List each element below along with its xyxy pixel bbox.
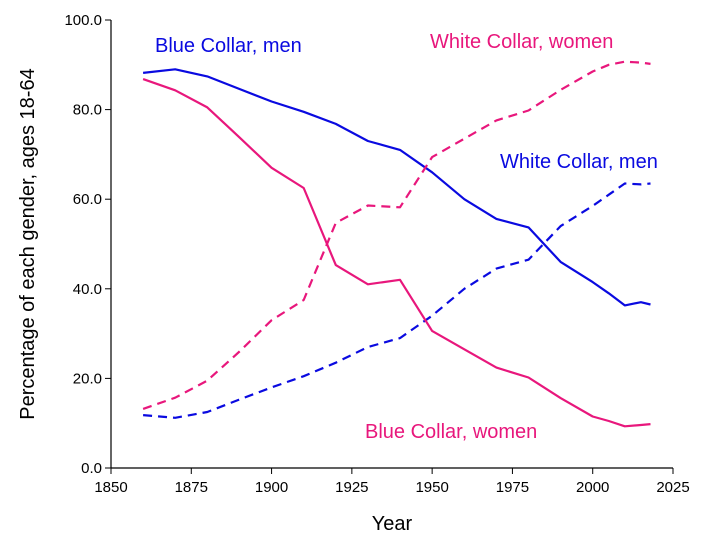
y-tick-label: 60.0 <box>73 191 102 208</box>
x-tick-label: 2000 <box>576 479 609 496</box>
y-tick-label: 80.0 <box>73 102 102 119</box>
y-axis-title: Percentage of each gender, ages 18-64 <box>17 68 39 419</box>
x-tick-label: 1900 <box>255 479 288 496</box>
x-tick-label: 1925 <box>335 479 368 496</box>
series-line <box>142 78 651 428</box>
x-tick-label: 1950 <box>415 479 448 496</box>
series-label: Blue Collar, men <box>155 35 302 57</box>
y-tick-label: 20.0 <box>73 370 102 387</box>
series-line <box>142 68 651 307</box>
x-tick-label: 1975 <box>496 479 529 496</box>
y-tick-label: 0.0 <box>81 460 102 477</box>
series-label: White Collar, men <box>500 151 658 173</box>
y-tick-label: 100.0 <box>64 12 102 29</box>
x-tick-label: 1850 <box>94 479 127 496</box>
series-line <box>143 182 651 419</box>
x-tick-label: 2025 <box>656 479 689 496</box>
series-label: Blue Collar, women <box>365 421 537 443</box>
series-label: White Collar, women <box>430 31 613 53</box>
y-tick-label: 40.0 <box>73 281 102 298</box>
x-tick-label: 1875 <box>175 479 208 496</box>
x-axis-title: Year <box>372 513 413 535</box>
series-line <box>142 60 651 410</box>
